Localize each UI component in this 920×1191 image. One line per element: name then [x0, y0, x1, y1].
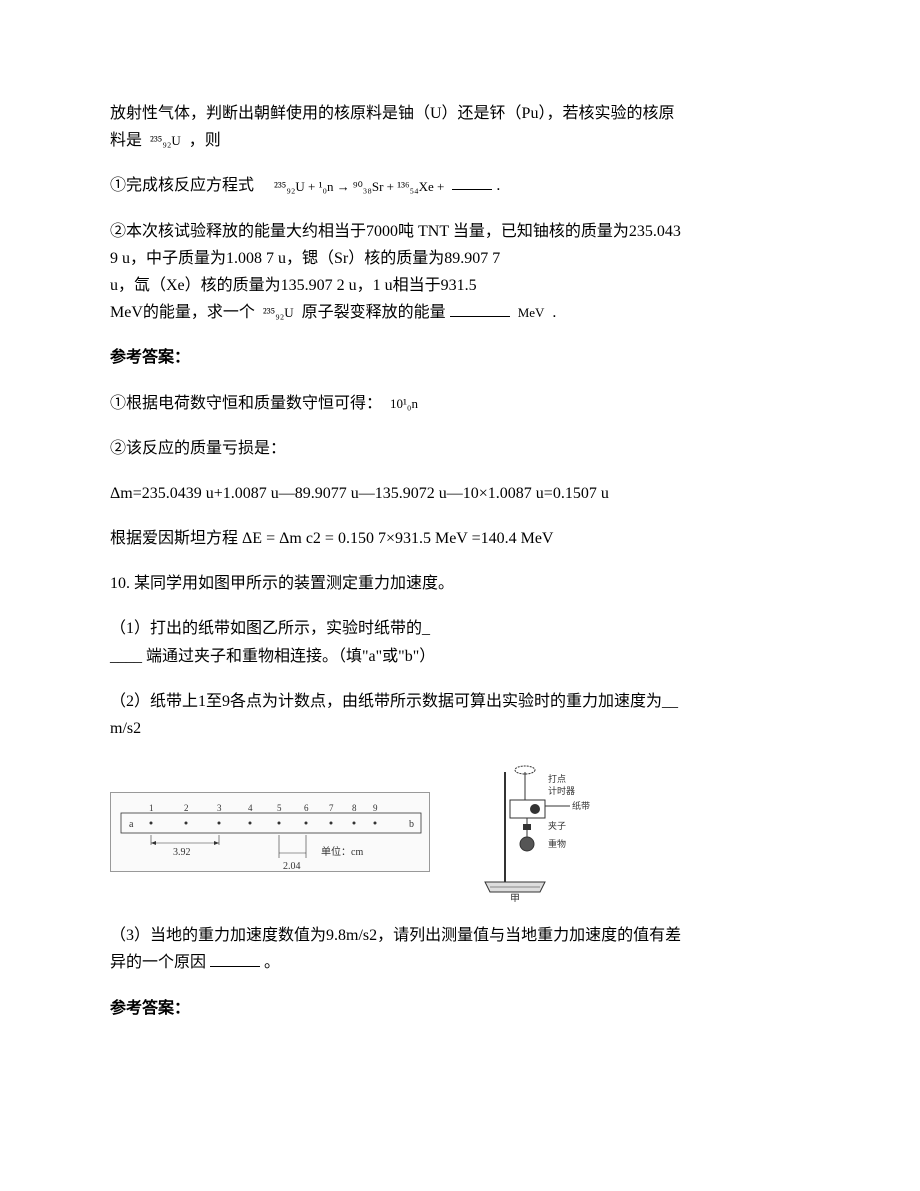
ans1-prefix: ①根据电荷数守恒和质量数守恒可得： — [110, 395, 382, 412]
nuclide-u235-small: ²³⁵₉₂U — [146, 130, 185, 152]
answer-2-einstein: 根据爱因斯坦方程 ΔE = Δm c2 = 0.150 7×931.5 MeV … — [110, 525, 810, 552]
svg-text:夹子: 夹子 — [548, 820, 566, 831]
q10-part2-line1: （2）纸带上1至9各点为计数点，由纸带所示数据可算出实验时的重力加速度为__ — [110, 693, 678, 710]
tape-unit: 单位：cm — [321, 845, 363, 858]
tape-diagram: a b 1 2 3 4 5 6 7 8 9 3.92 2.04 单位 — [110, 792, 430, 872]
answer-2-deltam: Δm=235.0439 u+1.0087 u—89.9077 u—135.907… — [110, 480, 810, 507]
q2-line4-prefix: MeV的能量，求一个 — [110, 304, 255, 321]
svg-text:甲: 甲 — [510, 894, 520, 902]
tape-label-a: a — [129, 819, 134, 830]
q10-part3: （3）当地的重力加速度数值为9.8m/s2，请列出测量值与当地重力加速度的值有差… — [110, 922, 810, 976]
q10-title: 10. 某同学用如图甲所示的装置测定重力加速度。 — [110, 570, 810, 597]
svg-text:6: 6 — [304, 803, 309, 813]
q1-prefix: ①完成核反应方程式 — [110, 177, 254, 194]
q10-part1: （1）打出的纸带如图乙所示，实验时纸带的_ ____ 端通过夹子和重物相连接。（… — [110, 615, 810, 669]
q10-part3-line2-suffix: 。 — [264, 954, 280, 971]
intro-line1: 放射性气体，判断出朝鲜使用的核原料是铀（U）还是钚（Pu），若核实验的核原 — [110, 105, 674, 122]
q2-line3: u，氙（Xe）核的质量为135.907 2 u，1 u相当于931.5 — [110, 277, 477, 294]
q10-part1-line2: ____ 端通过夹子和重物相连接。（填"a"或"b"） — [110, 648, 435, 665]
answer-1: ①根据电荷数守恒和质量数守恒可得： 10¹₀n — [110, 390, 810, 417]
tape-points: 1 2 3 4 5 6 7 8 9 — [149, 803, 378, 825]
ans1-result: 10¹₀n — [386, 393, 422, 415]
q2-suffix: . — [552, 304, 556, 321]
apparatus-svg: 打点 计时器 纸带 夹子 重物 甲 — [470, 762, 610, 902]
q2-line1: ②本次核试验释放的能量大约相当于7000吨 TNT 当量，已知铀核的质量为235… — [110, 223, 681, 240]
q2-unit: MeV — [514, 302, 549, 324]
q1-suffix: . — [496, 177, 500, 194]
q10-part1-line1: （1）打出的纸带如图乙所示，实验时纸带的_ — [110, 620, 430, 637]
svg-text:2: 2 — [184, 803, 189, 813]
svg-text:计时器: 计时器 — [548, 785, 575, 796]
q2-line4-mid: 原子裂变释放的能量 — [302, 304, 446, 321]
svg-text:9: 9 — [373, 803, 378, 813]
question-2: ②本次核试验释放的能量大约相当于7000吨 TNT 当量，已知铀核的质量为235… — [110, 218, 810, 327]
answer-heading-2: 参考答案： — [110, 995, 810, 1022]
tape-dim1: 3.92 — [173, 847, 191, 858]
q2-blank — [450, 301, 510, 317]
svg-text:打点: 打点 — [548, 773, 566, 784]
svg-text:8: 8 — [352, 803, 357, 813]
q10-part2-line2: m/s2 — [110, 720, 141, 737]
tape-svg: a b 1 2 3 4 5 6 7 8 9 3.92 2.04 单位 — [111, 793, 431, 873]
svg-text:纸带: 纸带 — [572, 800, 590, 811]
nuclide-u235: ²³⁵₉₂U — [259, 302, 298, 324]
intro-line2-suffix: ，则 — [189, 132, 221, 149]
q1-blank — [452, 174, 492, 190]
svg-text:7: 7 — [329, 803, 334, 813]
answer-heading-1: 参考答案： — [110, 344, 810, 371]
q2-line2: 9 u，中子质量为1.008 7 u，锶（Sr）核的质量为89.907 7 — [110, 250, 500, 267]
answer-2-intro: ②该反应的质量亏损是： — [110, 435, 810, 462]
q10-part3-blank — [210, 951, 260, 967]
intro-paragraph: 放射性气体，判断出朝鲜使用的核原料是铀（U）还是钚（Pu），若核实验的核原 料是… — [110, 100, 810, 154]
tape-label-b: b — [409, 819, 414, 830]
q10-part3-line2-prefix: 异的一个原因 — [110, 954, 206, 971]
q10-part2: （2）纸带上1至9各点为计数点，由纸带所示数据可算出实验时的重力加速度为__ m… — [110, 688, 810, 742]
svg-text:1: 1 — [149, 803, 154, 813]
svg-text:5: 5 — [277, 803, 282, 813]
diagram-row: a b 1 2 3 4 5 6 7 8 9 3.92 2.04 单位 — [110, 762, 810, 902]
question-1: ①完成核反应方程式 ²³⁵₉₂U + ¹₀n → ⁹⁰₃₈Sr + ¹³⁶₅₄X… — [110, 172, 810, 199]
intro-line2-prefix: 料是 — [110, 132, 142, 149]
svg-text:4: 4 — [248, 803, 253, 813]
nuclear-equation: ²³⁵₉₂U + ¹₀n → ⁹⁰₃₈Sr + ¹³⁶₅₄Xe + — [270, 176, 448, 198]
tape-dim2: 2.04 — [283, 861, 301, 872]
svg-text:3: 3 — [217, 803, 222, 813]
q10-part3-line1: （3）当地的重力加速度数值为9.8m/s2，请列出测量值与当地重力加速度的值有差 — [110, 927, 681, 944]
apparatus-diagram: 打点 计时器 纸带 夹子 重物 甲 — [470, 762, 610, 902]
svg-text:重物: 重物 — [548, 838, 566, 849]
